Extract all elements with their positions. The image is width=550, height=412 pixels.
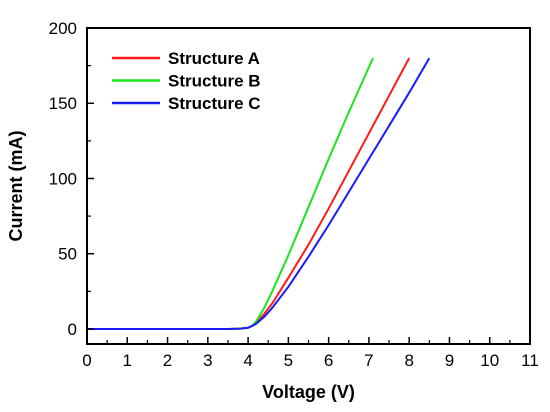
legend-label: Structure C xyxy=(168,94,261,113)
y-tick-label: 150 xyxy=(49,94,77,113)
x-tick-label: 3 xyxy=(203,351,212,370)
y-axis: 0 50 100 150 200 xyxy=(49,19,94,339)
x-tick-label: 6 xyxy=(324,351,333,370)
x-tick-label: 8 xyxy=(404,351,413,370)
x-tick-label: 4 xyxy=(243,351,252,370)
x-axis: 0 1 2 3 4 5 6 7 8 9 10 11 xyxy=(82,337,539,370)
x-tick-label: 9 xyxy=(445,351,454,370)
legend: Structure A Structure B Structure C xyxy=(112,49,261,113)
plot-frame xyxy=(86,27,531,345)
x-axis-title: Voltage (V) xyxy=(262,382,355,402)
y-axis-title: Current (mA) xyxy=(6,130,26,241)
x-tick-label: 11 xyxy=(521,351,539,370)
legend-label: Structure A xyxy=(168,49,260,68)
series-layer xyxy=(87,57,431,330)
y-tick-label: 200 xyxy=(49,19,77,38)
y-tick-label: 100 xyxy=(49,169,77,188)
series-line-3 xyxy=(87,57,431,330)
legend-label: Structure B xyxy=(168,72,261,91)
x-tick-label: 10 xyxy=(480,351,499,370)
x-tick-label: 1 xyxy=(123,351,132,370)
y-tick-label: 0 xyxy=(68,320,77,339)
x-tick-label: 7 xyxy=(364,351,373,370)
x-tick-label: 0 xyxy=(82,351,91,370)
y-tick-label: 50 xyxy=(58,245,77,264)
x-tick-label: 5 xyxy=(284,351,293,370)
x-tick-label: 2 xyxy=(163,351,172,370)
